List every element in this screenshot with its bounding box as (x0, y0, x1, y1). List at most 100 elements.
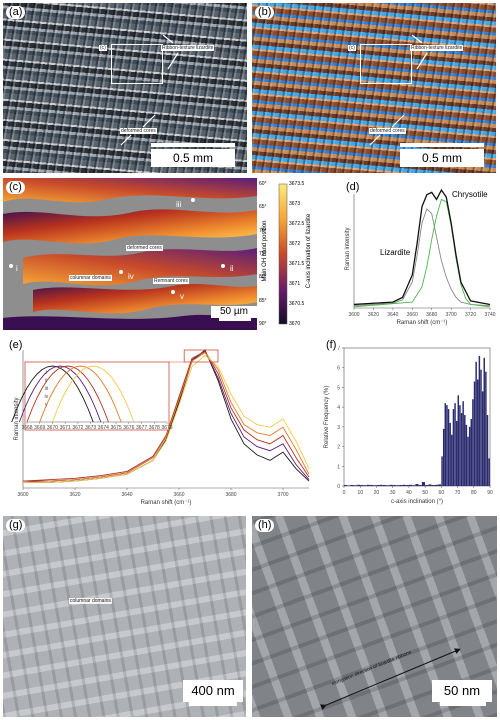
histogram-bar (431, 485, 435, 486)
panel-e-label: (e) (6, 339, 26, 352)
histogram-bar (477, 379, 479, 486)
point-iv-label: iv (128, 272, 134, 281)
y-tick-label: 2 (337, 445, 340, 451)
histogram-bar (382, 485, 387, 486)
colorbar-right-tick: 80° (259, 274, 267, 281)
colorbar-left-tick: 3671 (289, 281, 301, 287)
colorbar-right-tick: 65° (259, 204, 267, 211)
inset-x-tick-label: 3675 (111, 425, 122, 431)
histogram-bar (467, 436, 469, 486)
colorbar-left-tick: 3673.5 (289, 181, 305, 187)
panel-a-scalebar-label: 0.5 mm (151, 149, 235, 167)
inset-x-tick-label: 3668 (21, 425, 32, 431)
x-tick-label: 3680 (225, 492, 236, 498)
colorbar-right-tick: 90° (259, 321, 267, 327)
histogram-bar (451, 434, 453, 486)
panel-h-label: (h) (255, 519, 275, 532)
x-tick-label: 70 (455, 490, 461, 496)
panel-c-label: (c) (6, 181, 25, 194)
panel-c-scalebar (219, 318, 251, 321)
panel-b-scalebar (400, 143, 484, 147)
inset-curve-iv (39, 365, 122, 423)
colorbar-right-tick: 70° (259, 227, 267, 234)
histogram-bar (389, 484, 393, 486)
series-line-Chrysotile (353, 198, 491, 308)
chart-d-series-lizardite-label: Lizardite (380, 248, 411, 257)
histogram-bar (418, 485, 422, 486)
chart-f: 0 10 20 30 40 50 60 70 80 90 0 1 2 3 4 5 6 7 c-axis inclin… (324, 346, 493, 505)
histogram-bar (457, 395, 460, 486)
inset-c-box (111, 44, 163, 84)
panel-g-label: (g) (6, 519, 26, 532)
y-tick-label: 3 (337, 425, 340, 431)
x-tick-label: 3620 (69, 492, 80, 498)
x-tick-label: 0 (343, 490, 346, 496)
colorbar-left-tick: 3673 (289, 201, 301, 207)
colorbar-left-tick: 3670.5 (289, 301, 305, 307)
elongation-arrow (320, 648, 461, 710)
histogram-bar (447, 409, 450, 486)
inset-c-box (360, 44, 412, 84)
inset-label-v: v (45, 402, 48, 408)
chart-e: 3600 3620 3640 3660 3680 3700 Raman shift (cm⁻… (11, 349, 310, 506)
histogram-bar (481, 391, 484, 486)
y-axis-label: Raman intensity (345, 227, 351, 270)
inset-curve-v (52, 365, 135, 423)
colorbar: Main OH band position C-axis inclination… (257, 178, 337, 330)
point-i-label: i (16, 264, 18, 273)
panel-a-scalebar (151, 143, 235, 147)
histogram-bar (402, 484, 406, 486)
histogram-bar (428, 484, 432, 486)
series-line-iii (22, 350, 310, 482)
chart-d-series-chrysotile-label: Chrysotile (452, 190, 488, 199)
histogram-bar (486, 415, 489, 486)
chart-d: 3600 3620 3640 3660 3680 3700 3720 3740 Raman sh… (345, 188, 496, 326)
histogram-bar (478, 355, 481, 486)
histogram-bar (412, 485, 416, 486)
histogram-bar (454, 403, 456, 486)
histogram-bar (460, 413, 463, 486)
series-line-Lizardite (353, 208, 491, 307)
panel-h-tem: (h) elongation direction of lizardite ri… (252, 516, 497, 717)
panel-h-scalebar (440, 702, 486, 706)
point-iii-label: iii (176, 200, 182, 209)
peak-highlight-box (183, 349, 219, 363)
histogram-bar (415, 484, 419, 486)
x-tick-label: 3720 (465, 312, 476, 318)
inset-x-tick-label: 3674 (98, 425, 109, 431)
panel-c-scalebar-label: 50 µm (211, 306, 257, 318)
point-ii-label: ii (230, 264, 234, 273)
y-tick-label: 4 (337, 405, 340, 411)
histogram-bar (369, 485, 374, 486)
panel-e-spectra: (e) 3600 3620 3640 3660 3680 3700 Raman shift … (3, 336, 315, 510)
histogram-bar (452, 409, 455, 486)
histogram-bar (441, 456, 443, 486)
x-tick-label: 3660 (173, 492, 184, 498)
x-axis-label: Raman shift (cm⁻¹) (397, 320, 448, 326)
inset-x-tick-label: 3676 (123, 425, 134, 431)
histogram-bar (386, 485, 390, 486)
histogram-bar (488, 458, 490, 486)
x-tick-label: 3620 (368, 312, 379, 318)
x-tick-label: 3740 (484, 312, 495, 318)
histogram-bar (425, 485, 429, 486)
histogram-bar (462, 401, 464, 486)
histogram-bar (449, 422, 451, 486)
histogram-bar (344, 485, 348, 486)
histogram-bar (444, 403, 447, 486)
histogram-bar (395, 485, 400, 486)
histogram-bar (473, 381, 476, 486)
panel-h-scalebar-label: 50 nm (432, 680, 492, 702)
point-markers (9, 198, 225, 294)
histogram-bar (363, 485, 367, 486)
histogram-bar (475, 361, 477, 486)
histogram-bar (455, 420, 458, 486)
inset-x-tick-label: 3679 (161, 425, 172, 431)
colorbar-right-tick: 85° (259, 297, 267, 304)
inset-x-tick-label: 3670 (47, 425, 58, 431)
y-axis-label: Relative Frequency (%) (324, 386, 330, 449)
ribbon-lizardite-label: Ribbon-texture lizardite (410, 45, 464, 51)
histogram-bar (408, 484, 412, 486)
histogram-bar (405, 485, 409, 486)
histogram-bar (468, 426, 471, 486)
